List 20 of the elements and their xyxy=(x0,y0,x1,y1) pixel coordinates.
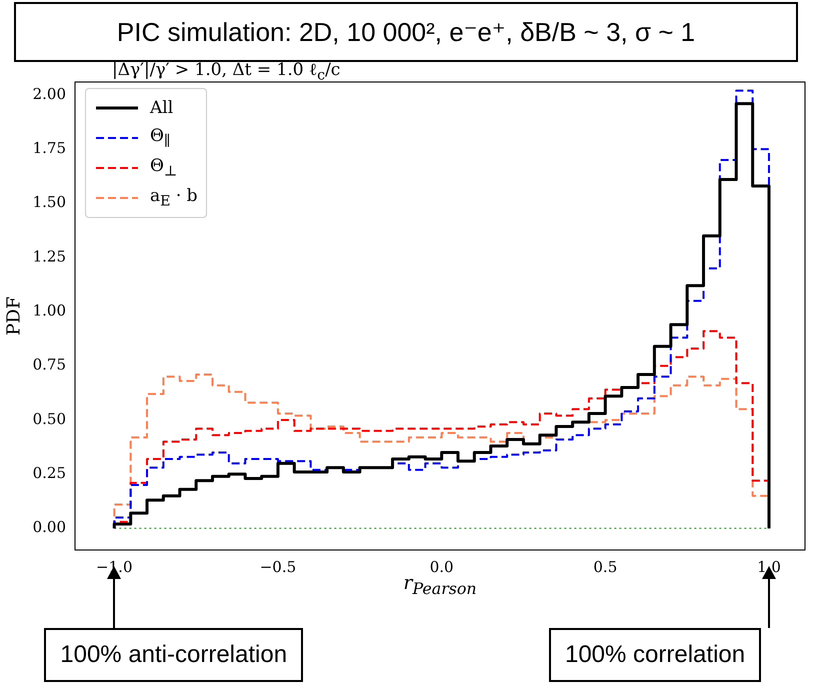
legend-label: Θ$_{∥}$ xyxy=(150,126,170,150)
y-tick-label: 1.50 xyxy=(32,193,66,212)
x-tick-label: −0.5 xyxy=(260,558,296,576)
y-tick-label: 0.75 xyxy=(32,356,66,374)
y-tick-label: 1.75 xyxy=(32,139,66,158)
chart-subtitle: |Δγ′|/γ′ > 1.0, Δt = 1.0 ℓ$_{c}$/c xyxy=(112,60,340,86)
y-axis-title: PDF xyxy=(3,296,24,336)
legend-label: Θ$_{⊥}$ xyxy=(150,156,178,180)
y-tick-label: 0.25 xyxy=(32,464,66,482)
legend-label: a$_{E}$ · b xyxy=(150,186,198,210)
y-tick-label: 1.25 xyxy=(32,247,66,266)
y-tick-label: 0.50 xyxy=(32,410,66,428)
text: 100% anti-correlation xyxy=(44,628,304,682)
y-tick-label: 1.00 xyxy=(32,302,66,320)
text: 100% correlation xyxy=(548,628,762,682)
x-tick-label: 0.5 xyxy=(593,558,618,576)
legend-label: All xyxy=(150,98,174,118)
y-tick-label: 0.00 xyxy=(32,518,66,536)
chart-title: PIC simulation: 2D, 10 000², e⁻e⁺, δB/B ~ 3, σ ~ 1 xyxy=(116,16,696,46)
y-tick-label: 2.00 xyxy=(32,84,66,103)
